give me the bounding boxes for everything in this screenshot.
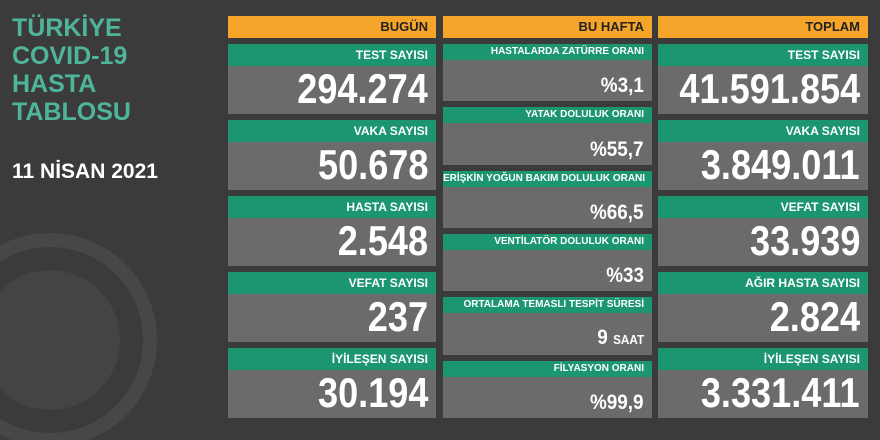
- stat-label: ERİŞKİN YOĞUN BAKIM DOLULUK ORANI: [443, 170, 652, 187]
- stat-number: %66,5: [590, 200, 644, 224]
- stat-value: 41.591.854: [679, 66, 860, 112]
- stat-value: 294.274: [297, 66, 428, 112]
- stat-number: 2.824: [769, 293, 860, 340]
- stat-value: %33: [606, 263, 644, 289]
- stat-label: VEFAT SAYISI: [658, 196, 868, 218]
- column-heading: BUGÜN: [228, 16, 436, 38]
- column: TOPLAM TEST SAYISI 41.591.854 VAKA SAYISI 3.…: [658, 16, 868, 420]
- stat-card: TEST SAYISI 294.274: [228, 44, 436, 114]
- column: BUGÜN TEST SAYISI 294.274 VAKA SAYISI 50.678…: [228, 16, 436, 420]
- stat-number: 2.548: [337, 217, 428, 264]
- title-line: COVID-19: [12, 42, 128, 70]
- stat-card: İYİLEŞEN SAYISI 30.194: [228, 348, 436, 418]
- stat-label: YATAK DOLULUK ORANI: [443, 107, 652, 124]
- stat-card: FİLYASYON ORANI %99,9: [443, 360, 652, 418]
- stat-card: TEST SAYISI 41.591.854: [658, 44, 868, 114]
- stat-label: TEST SAYISI: [228, 44, 436, 66]
- stat-label: TEST SAYISI: [658, 44, 868, 66]
- stat-label: VEFAT SAYISI: [228, 272, 436, 294]
- stat-number: %55,7: [590, 137, 644, 161]
- stat-card: İYİLEŞEN SAYISI 3.331.411: [658, 348, 868, 418]
- stat-label: AĞIR HASTA SAYISI: [658, 272, 868, 294]
- stat-label: HASTA SAYISI: [228, 196, 436, 218]
- stat-value: %55,7: [590, 137, 644, 163]
- title-line: TÜRKİYE: [12, 14, 122, 42]
- stat-card: YATAK DOLULUK ORANI %55,7: [443, 107, 652, 165]
- stat-value: 50.678: [318, 142, 428, 188]
- stat-number: 33.939: [749, 217, 860, 264]
- stat-number: 237: [367, 293, 428, 340]
- stat-value: %66,5: [590, 200, 644, 226]
- stat-number: 9: [597, 325, 608, 349]
- stat-value: 3.849.011: [701, 142, 860, 188]
- stat-value: 237: [368, 294, 428, 340]
- stat-card: VENTİLATÖR DOLULUK ORANI %33: [443, 234, 652, 292]
- stat-label: İYİLEŞEN SAYISI: [658, 348, 868, 370]
- stat-value: 2.824: [770, 294, 860, 340]
- stat-label: VENTİLATÖR DOLULUK ORANI: [443, 234, 652, 250]
- stat-card: ERİŞKİN YOĞUN BAKIM DOLULUK ORANI %66,5: [443, 170, 652, 228]
- stat-card: VEFAT SAYISI 33.939: [658, 196, 868, 266]
- stat-value: %3,1: [601, 73, 644, 99]
- stat-value: 33.939: [750, 218, 860, 264]
- stat-number: 30.194: [317, 369, 428, 416]
- title-line: TABLOSU: [12, 98, 131, 126]
- stat-number: 3.849.011: [701, 141, 860, 188]
- stat-number: %99,9: [590, 390, 644, 414]
- stat-card: VAKA SAYISI 3.849.011: [658, 120, 868, 190]
- stat-unit: SAAT: [613, 331, 644, 347]
- stat-number: 294.274: [297, 65, 428, 112]
- stat-card: HASTA SAYISI 2.548: [228, 196, 436, 266]
- column: BU HAFTA HASTALARDA ZATÜRRE ORANI %3,1 YATA…: [443, 16, 652, 420]
- emblem: [0, 233, 157, 440]
- stat-label: VAKA SAYISI: [658, 120, 868, 142]
- stat-number: 3.331.411: [701, 369, 860, 416]
- stat-number: 50.678: [317, 141, 428, 188]
- stat-value: 3.331.411: [701, 370, 860, 416]
- stat-card: HASTALARDA ZATÜRRE ORANI %3,1: [443, 44, 652, 102]
- stat-label: VAKA SAYISI: [228, 120, 436, 142]
- stat-card: VEFAT SAYISI 237: [228, 272, 436, 342]
- stat-label: HASTALARDA ZATÜRRE ORANI: [443, 44, 652, 60]
- stat-card: VAKA SAYISI 50.678: [228, 120, 436, 190]
- stat-label: İYİLEŞEN SAYISI: [228, 348, 436, 370]
- stat-number: 41.591.854: [679, 65, 860, 112]
- date: 11 NİSAN 2021: [12, 160, 158, 183]
- stat-value: 2.548: [338, 218, 428, 264]
- column-heading: BU HAFTA: [443, 16, 652, 38]
- stat-card: ORTALAMA TEMASLI TESPİT SÜRESİ 9 SAAT: [443, 297, 652, 355]
- stat-card: AĞIR HASTA SAYISI 2.824: [658, 272, 868, 342]
- stat-value: %99,9: [590, 390, 644, 416]
- stat-value: 30.194: [318, 370, 428, 416]
- stat-label: FİLYASYON ORANI: [443, 360, 652, 377]
- stat-number: %33: [606, 264, 644, 288]
- title: TÜRKİYE COVID-19 HASTA TABLOSU: [12, 14, 131, 126]
- title-line: HASTA: [12, 70, 97, 98]
- stat-label: ORTALAMA TEMASLI TESPİT SÜRESİ: [443, 297, 652, 314]
- stat-number: %3,1: [600, 74, 644, 98]
- stat-value: 9 SAAT: [597, 325, 644, 353]
- column-heading: TOPLAM: [658, 16, 868, 38]
